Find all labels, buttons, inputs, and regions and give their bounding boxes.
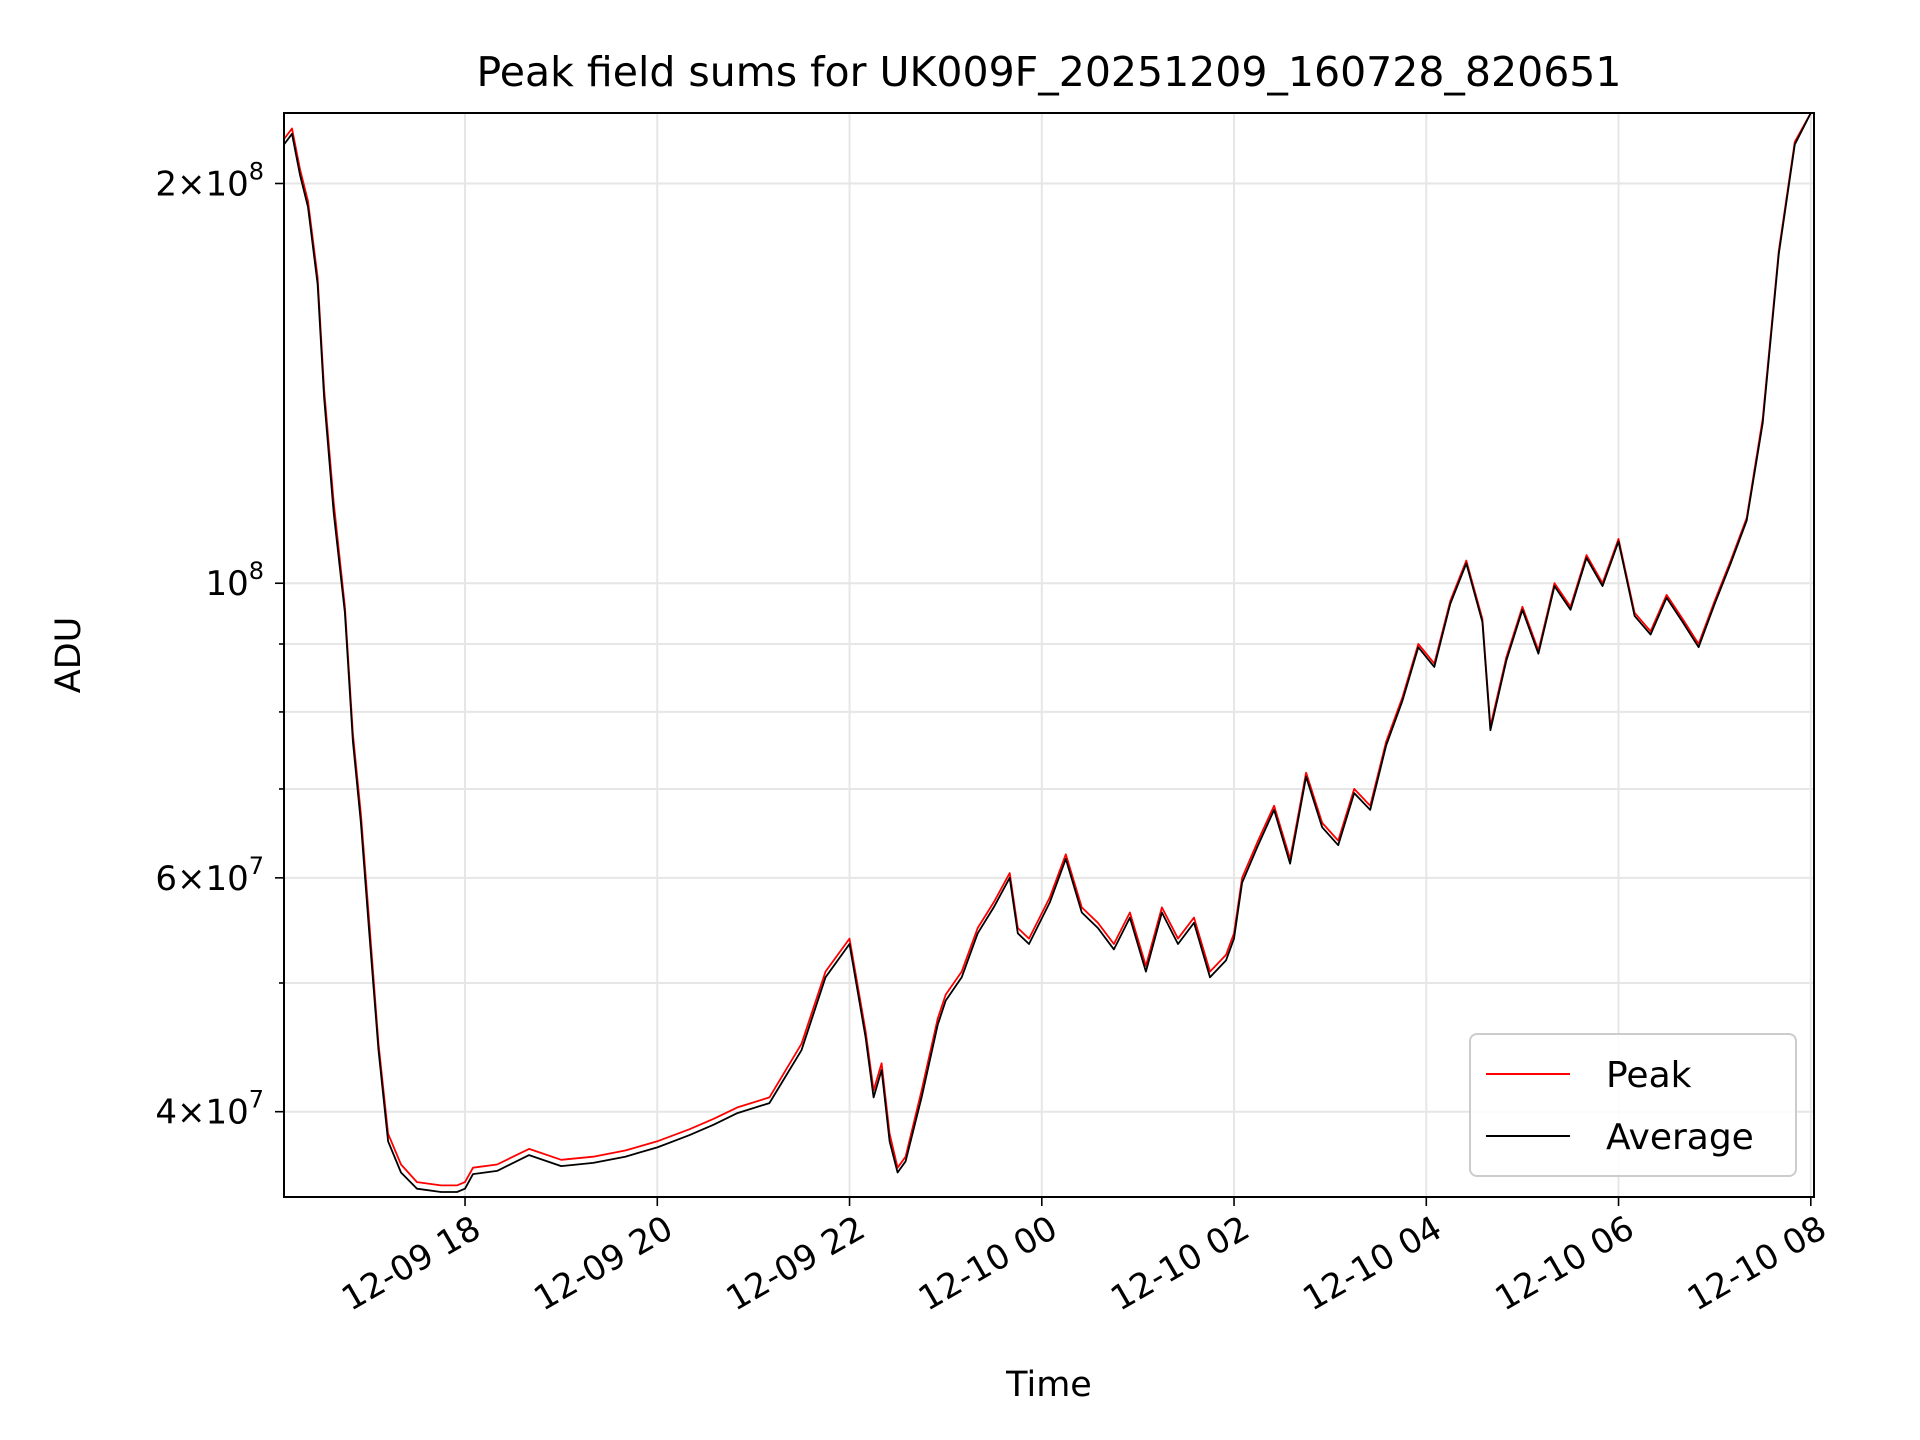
y-tick-label: 2×108 (155, 157, 264, 204)
y-tick-times: ×10 (177, 1093, 249, 1133)
y-tick-exponent: 7 (249, 1086, 264, 1114)
y-tick-times: ×10 (177, 859, 249, 899)
y-tick-label: 108 (205, 557, 264, 604)
y-tick-label: 4×107 (155, 1086, 264, 1133)
series-line-peak (284, 113, 1812, 1187)
series-lines (284, 113, 1812, 1193)
y-axis-title: ADU (49, 617, 89, 694)
y-tick-exponent: 8 (249, 557, 264, 585)
plot-frame (283, 112, 1815, 1198)
y-tick-exponent: 7 (249, 852, 264, 880)
y-tick-times: ×10 (177, 164, 249, 204)
y-tick-exponent: 8 (249, 157, 264, 185)
legend: Peak Average (1469, 1033, 1797, 1177)
legend-label-average: Average (1606, 1117, 1754, 1158)
y-tick-mantissa: 6 (155, 859, 177, 899)
y-tick-mantissa: 4 (155, 1093, 177, 1133)
y-tick-base: 10 (205, 564, 248, 604)
legend-box (1469, 1033, 1797, 1177)
x-axis-title: Time (1005, 1365, 1092, 1405)
series-line-average (284, 113, 1812, 1193)
chart-title: Peak field sums for UK009F_20251209_1607… (477, 48, 1622, 96)
legend-label-peak: Peak (1606, 1055, 1692, 1096)
y-tick-label: 6×107 (155, 852, 264, 899)
y-tick-mantissa: 2 (155, 164, 177, 204)
